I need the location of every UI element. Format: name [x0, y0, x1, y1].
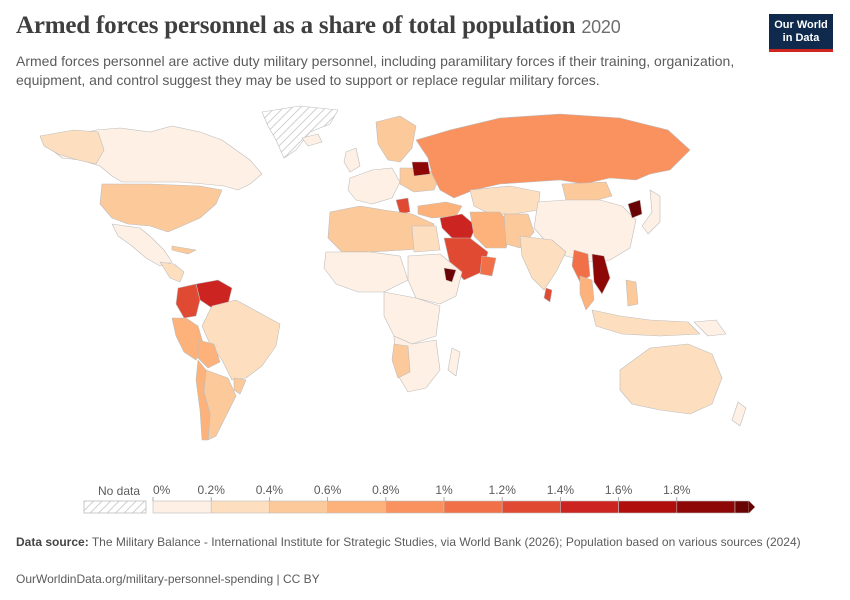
india-region[interactable]: [519, 235, 567, 291]
chart-title: Armed forces personnel as a share of tot…: [16, 12, 621, 40]
usa-region[interactable]: [99, 183, 223, 233]
legend-tick-label: 0.6%: [314, 483, 342, 497]
uk-region[interactable]: [343, 147, 361, 173]
west-africa-region[interactable]: [323, 251, 409, 293]
malaysia-indonesia-region[interactable]: [591, 309, 701, 337]
eritrea-region[interactable]: [443, 267, 457, 283]
angola-region[interactable]: [391, 343, 411, 379]
iran-region[interactable]: [469, 211, 513, 249]
no-data-swatch: [83, 500, 147, 514]
sri-lanka-region[interactable]: [543, 287, 553, 303]
legend-bin[interactable]: [269, 500, 328, 514]
legend-bin[interactable]: [210, 500, 270, 514]
source-note: Data source: The Military Balance - Inte…: [16, 534, 826, 550]
thailand-region[interactable]: [579, 275, 595, 311]
source-text: The Military Balance - International Ins…: [91, 535, 801, 549]
no-data-label: No data: [98, 484, 140, 498]
legend-bin[interactable]: [385, 500, 445, 514]
iceland-region[interactable]: [301, 133, 323, 147]
owid-logo[interactable]: Our World in Data: [769, 14, 833, 52]
colombia-region[interactable]: [175, 283, 201, 319]
scandinavia-region[interactable]: [375, 115, 417, 163]
title-text: Armed forces personnel as a share of tot…: [16, 12, 576, 39]
brazil-region[interactable]: [201, 299, 281, 381]
world-map: No data 0% 0.2% 0.4% 0.6% 0.8% 1% 1.2% 1.4% 1.6%…: [39, 105, 755, 514]
legend-tick-label: 0.8%: [372, 483, 400, 497]
madagascar-region[interactable]: [447, 347, 461, 377]
legend-tick-label: 1.6%: [605, 483, 633, 497]
legend-tick-label: 1.8%: [663, 483, 691, 497]
logo-line-1: Our World: [774, 19, 828, 31]
syria-iraq-region[interactable]: [439, 213, 477, 241]
japan-region[interactable]: [641, 189, 661, 235]
canada-region[interactable]: [51, 125, 263, 191]
mongolia-region[interactable]: [561, 181, 613, 203]
legend-bin[interactable]: [676, 500, 736, 514]
bolivia-region[interactable]: [197, 339, 221, 369]
legend-bin[interactable]: [734, 500, 750, 514]
alaska-region[interactable]: [39, 129, 105, 165]
chile-region[interactable]: [195, 359, 211, 441]
legend-arrow: [749, 501, 755, 513]
central-america-region[interactable]: [159, 261, 185, 283]
cuba-region[interactable]: [171, 245, 197, 255]
source-url[interactable]: OurWorldinData.org/military-personnel-sp…: [16, 572, 320, 586]
title-year: 2020: [581, 17, 621, 37]
legend-tick-label: 0%: [153, 483, 171, 497]
chart-subtitle: Armed forces personnel are active duty m…: [16, 53, 735, 88]
russia-region[interactable]: [415, 113, 691, 199]
papua-region[interactable]: [693, 319, 727, 337]
legend-bin[interactable]: [327, 500, 387, 514]
uruguay-region[interactable]: [233, 377, 247, 395]
philippines-region[interactable]: [625, 279, 639, 307]
new-zealand-region[interactable]: [731, 401, 747, 427]
legend-tick-label: 1.4%: [547, 483, 575, 497]
central-africa-region[interactable]: [383, 291, 441, 345]
legend-tick-label: 0.4%: [256, 483, 284, 497]
legend-bin[interactable]: [560, 500, 619, 514]
legend-bins: [152, 500, 755, 514]
north-korea-region[interactable]: [627, 199, 643, 219]
western-europe-region[interactable]: [347, 167, 401, 205]
east-africa-region[interactable]: [407, 253, 463, 305]
legend-bin[interactable]: [443, 500, 503, 514]
legend-tick-label: 1%: [435, 483, 453, 497]
source-label: Data source:: [16, 535, 89, 549]
logo-line-2: in Data: [782, 32, 820, 44]
egypt-region[interactable]: [411, 225, 441, 253]
vietnam-laos-region[interactable]: [591, 253, 611, 295]
greenland-region[interactable]: [261, 105, 339, 159]
legend-ticks: 0% 0.2% 0.4% 0.6% 0.8% 1% 1.2% 1.4% 1.6% 1.8%: [152, 483, 691, 501]
legend: No data 0% 0.2% 0.4% 0.6% 0.8% 1% 1.2% 1.4% 1.6%…: [83, 483, 755, 514]
oman-region[interactable]: [479, 255, 497, 277]
legend-tick-label: 1.2%: [489, 483, 517, 497]
legend-tick-label: 0.2%: [198, 483, 226, 497]
legend-bin[interactable]: [152, 500, 212, 514]
balkans-region[interactable]: [395, 197, 411, 215]
belarus-region[interactable]: [411, 161, 431, 177]
central-asia-region[interactable]: [469, 185, 541, 215]
australia-region[interactable]: [619, 343, 723, 415]
legend-bin[interactable]: [618, 500, 678, 514]
legend-bin[interactable]: [501, 500, 561, 514]
